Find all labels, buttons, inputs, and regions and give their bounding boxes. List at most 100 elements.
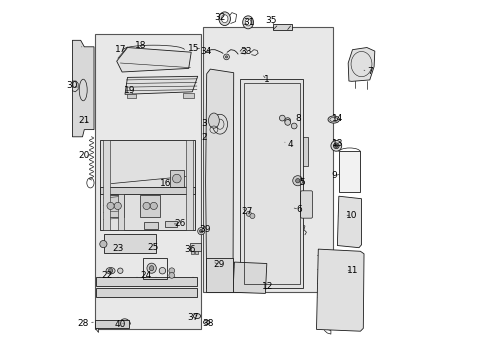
Circle shape bbox=[284, 120, 290, 125]
Circle shape bbox=[249, 213, 254, 219]
Bar bbox=[244, 83, 299, 284]
Text: 7: 7 bbox=[363, 68, 373, 77]
Circle shape bbox=[168, 268, 174, 274]
Text: 3: 3 bbox=[201, 118, 206, 127]
Ellipse shape bbox=[149, 266, 153, 271]
Bar bbox=[302, 137, 307, 166]
Ellipse shape bbox=[244, 19, 250, 26]
Text: 26: 26 bbox=[174, 219, 185, 228]
Text: 11: 11 bbox=[346, 266, 358, 275]
Ellipse shape bbox=[221, 15, 227, 23]
Text: 35: 35 bbox=[265, 16, 277, 25]
Bar bbox=[140, 195, 160, 217]
Text: 13: 13 bbox=[332, 139, 343, 148]
Circle shape bbox=[199, 229, 203, 233]
Text: 27: 27 bbox=[241, 207, 253, 216]
Bar bbox=[127, 94, 136, 98]
Polygon shape bbox=[337, 196, 361, 248]
Text: 8: 8 bbox=[287, 113, 300, 122]
Text: 24: 24 bbox=[140, 271, 151, 280]
Bar bbox=[169, 170, 183, 187]
Text: 30: 30 bbox=[66, 81, 78, 90]
Circle shape bbox=[279, 115, 285, 121]
Bar bbox=[104, 234, 156, 253]
Text: 1: 1 bbox=[263, 76, 269, 85]
Polygon shape bbox=[316, 249, 363, 331]
Bar bbox=[96, 277, 197, 286]
Circle shape bbox=[100, 240, 107, 248]
Text: 33: 33 bbox=[240, 46, 251, 55]
Polygon shape bbox=[72, 40, 94, 137]
Bar bbox=[183, 93, 194, 98]
Ellipse shape bbox=[106, 267, 115, 274]
Polygon shape bbox=[95, 328, 98, 332]
Ellipse shape bbox=[208, 113, 219, 128]
Bar bbox=[244, 83, 248, 284]
Bar bbox=[95, 34, 201, 329]
Circle shape bbox=[168, 273, 174, 278]
Circle shape bbox=[225, 56, 227, 58]
Circle shape bbox=[223, 54, 229, 60]
Bar bbox=[142, 258, 167, 279]
Text: 29: 29 bbox=[213, 260, 224, 269]
Bar bbox=[100, 187, 195, 194]
Ellipse shape bbox=[219, 12, 230, 26]
Text: 5: 5 bbox=[299, 178, 305, 187]
Text: 6: 6 bbox=[294, 205, 302, 214]
Bar bbox=[186, 140, 192, 230]
Text: 17: 17 bbox=[114, 45, 126, 54]
Bar bbox=[294, 83, 299, 284]
Ellipse shape bbox=[159, 267, 165, 274]
Bar bbox=[118, 194, 124, 230]
Text: 40: 40 bbox=[114, 320, 126, 329]
Bar bbox=[272, 24, 292, 30]
Circle shape bbox=[197, 228, 204, 235]
Bar bbox=[164, 221, 177, 227]
Circle shape bbox=[284, 118, 290, 123]
Text: 38: 38 bbox=[202, 320, 213, 328]
Circle shape bbox=[292, 176, 302, 186]
Text: 12: 12 bbox=[262, 282, 273, 291]
Bar bbox=[100, 140, 195, 230]
Ellipse shape bbox=[330, 140, 341, 151]
Circle shape bbox=[291, 123, 296, 129]
Text: 28: 28 bbox=[78, 319, 93, 328]
Text: 36: 36 bbox=[183, 245, 195, 253]
Polygon shape bbox=[125, 76, 197, 94]
Bar bbox=[205, 258, 232, 292]
Text: 39: 39 bbox=[199, 225, 210, 234]
Ellipse shape bbox=[327, 116, 339, 123]
Circle shape bbox=[142, 202, 150, 210]
Text: 25: 25 bbox=[147, 243, 158, 252]
Bar bbox=[244, 204, 257, 212]
Text: 10: 10 bbox=[346, 211, 357, 220]
Ellipse shape bbox=[117, 268, 123, 274]
Text: 14: 14 bbox=[331, 113, 343, 122]
Circle shape bbox=[246, 211, 251, 216]
Bar bbox=[191, 251, 194, 254]
Text: 20: 20 bbox=[79, 151, 90, 160]
Text: 16: 16 bbox=[160, 179, 171, 188]
Polygon shape bbox=[205, 69, 233, 289]
Text: 2: 2 bbox=[201, 133, 206, 142]
Ellipse shape bbox=[242, 16, 253, 29]
Bar bbox=[96, 288, 197, 297]
Bar bbox=[203, 27, 332, 292]
Text: 21: 21 bbox=[79, 116, 90, 125]
Circle shape bbox=[172, 174, 181, 183]
Bar bbox=[103, 140, 110, 230]
Polygon shape bbox=[232, 262, 266, 293]
Text: 23: 23 bbox=[112, 244, 123, 253]
Text: 31: 31 bbox=[243, 18, 254, 27]
Text: 37: 37 bbox=[187, 313, 199, 322]
Text: 19: 19 bbox=[124, 86, 136, 95]
Bar bbox=[189, 243, 200, 251]
Circle shape bbox=[114, 202, 121, 210]
Circle shape bbox=[108, 269, 113, 273]
Ellipse shape bbox=[334, 144, 337, 147]
Circle shape bbox=[150, 202, 157, 210]
Bar bbox=[338, 151, 360, 192]
Polygon shape bbox=[117, 48, 191, 72]
Circle shape bbox=[107, 202, 114, 210]
Ellipse shape bbox=[203, 320, 209, 324]
